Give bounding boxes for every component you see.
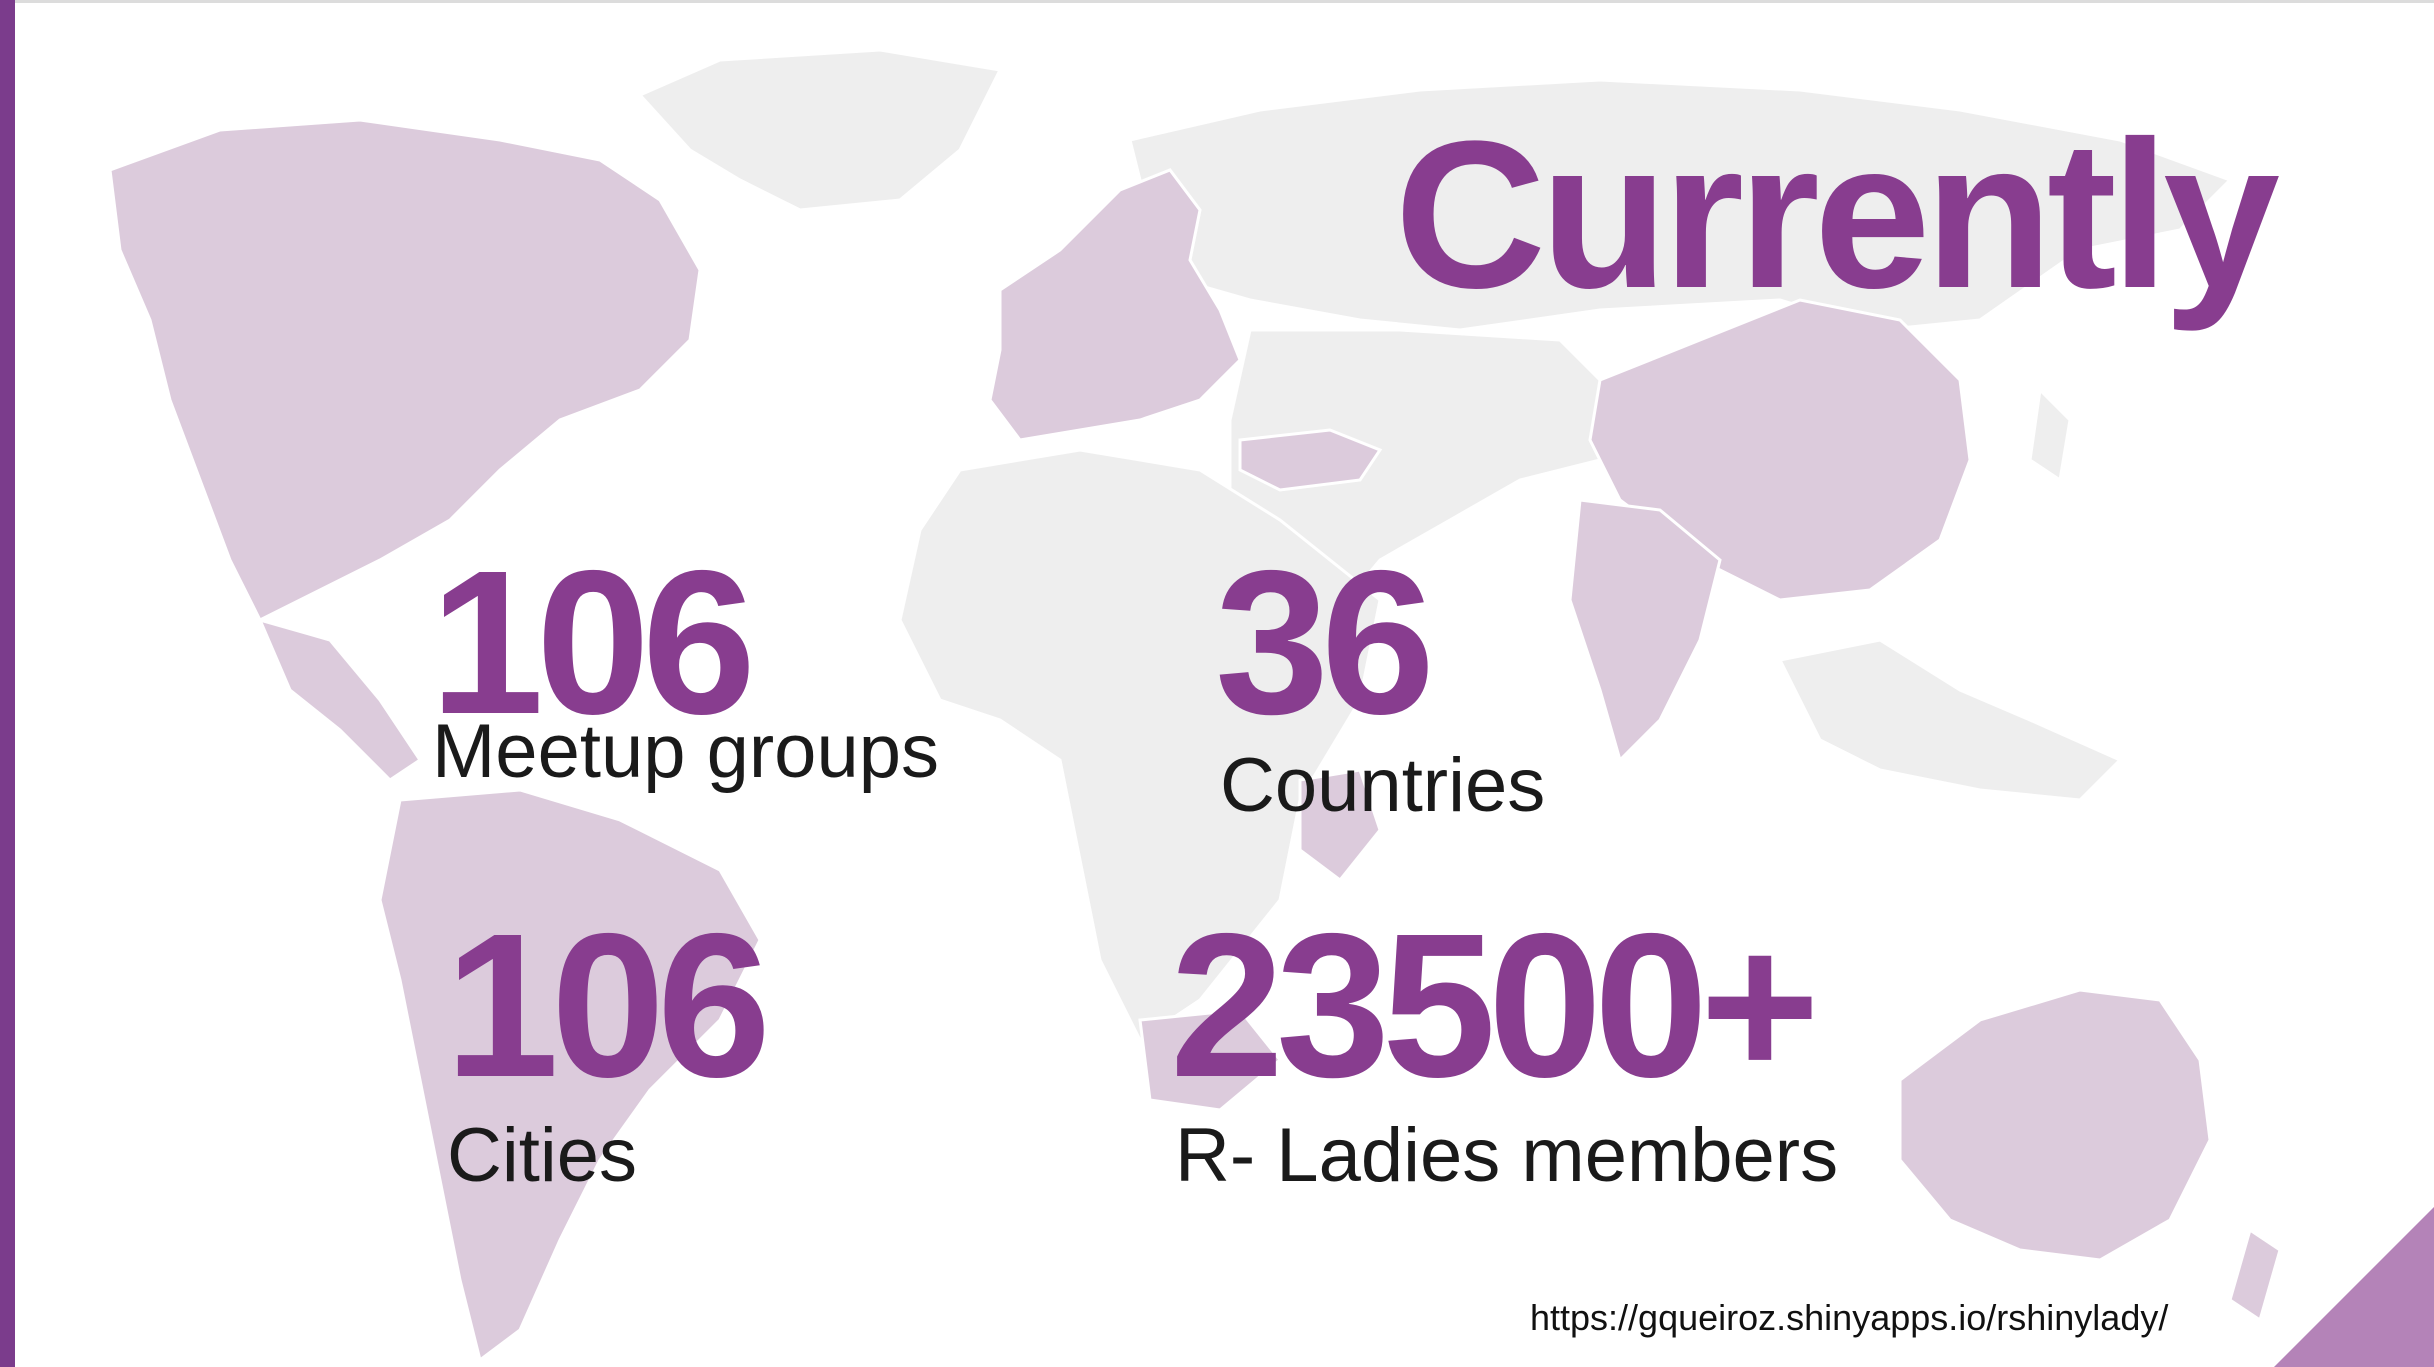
stat-countries-label: Countries <box>1220 743 1546 828</box>
map-region-china <box>1588 298 1972 602</box>
stat-countries-value: 36 <box>1215 528 1435 757</box>
stat-cities-label: Cities <box>447 1113 638 1198</box>
map-region-sea <box>1777 638 2123 802</box>
slide-title: Currently <box>1394 97 2280 332</box>
stat-cities-value: 106 <box>445 891 771 1120</box>
map-region-japan <box>2028 386 2072 483</box>
map-region-greenland <box>637 48 1003 212</box>
map-region-turkey <box>1238 428 1383 492</box>
map-region-russia <box>1128 78 2233 332</box>
map-region-europe <box>988 168 1242 442</box>
map-region-east-africa <box>1298 768 1382 883</box>
map-region-central-america <box>257 617 423 782</box>
map-region-south-africa <box>1138 1008 1283 1112</box>
top-border <box>0 0 2434 3</box>
corner-triangle <box>2274 1207 2434 1367</box>
source-link[interactable]: https://gqueiroz.shinyapps.io/rshinylady… <box>1530 1297 2169 1338</box>
stat-members-label: R- Ladies members <box>1175 1113 1839 1198</box>
map-region-india <box>1568 498 1722 763</box>
stat-meetup-groups-label: Meetup groups <box>432 709 939 794</box>
left-accent-bar <box>0 0 15 1367</box>
map-region-north-america <box>108 118 702 623</box>
stat-meetup-groups-value: 106 <box>430 528 756 757</box>
map-region-australia <box>1898 988 2212 1262</box>
stat-members-value: 23500+ <box>1170 891 1820 1120</box>
map-region-south-america <box>378 788 762 1363</box>
map-region-new-zealand <box>2228 1227 2282 1323</box>
